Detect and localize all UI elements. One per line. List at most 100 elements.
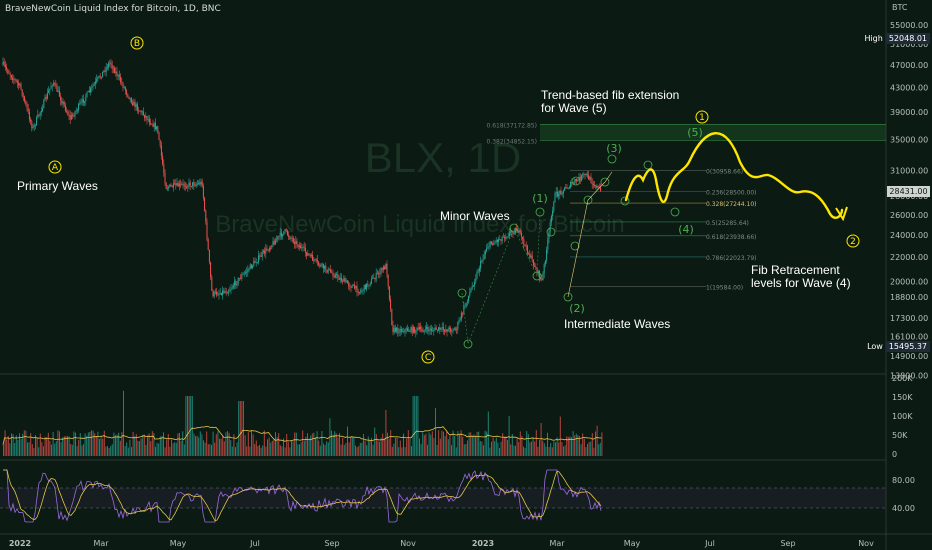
candle-body [24, 96, 26, 102]
candle-body [236, 283, 238, 286]
candle-body [111, 64, 113, 69]
volume-bar [444, 435, 446, 456]
candle-body [180, 183, 182, 185]
time-tick-label: Mar [549, 539, 565, 548]
candle-body [336, 274, 338, 275]
int-wave-5: (5) [687, 126, 703, 139]
volume-bar [417, 396, 419, 456]
volume-bar [118, 432, 120, 456]
candle-body [429, 328, 431, 330]
price-tick-label: 17300.00 [890, 314, 928, 323]
volume-bar [33, 447, 35, 456]
int-wave-3: (3) [606, 142, 622, 155]
int-wave-1: (1) [532, 192, 548, 205]
volume-bar [567, 436, 569, 456]
watermark-name: BraveNewCoin Liquid Index for Bitcoin [215, 211, 625, 238]
volume-bar [185, 396, 187, 456]
candle-body [130, 97, 132, 104]
candle-body [219, 292, 221, 294]
volume-bar [601, 432, 603, 456]
volume-tick-label: 150K [892, 393, 913, 402]
candle-body [244, 272, 246, 274]
wave-b-marker [130, 36, 144, 50]
candle-body [363, 284, 365, 291]
candle-body [594, 185, 596, 186]
candle-body [414, 327, 416, 333]
time-tick-label: Sep [780, 539, 795, 548]
candle-body [397, 327, 399, 333]
volume-bar [529, 442, 531, 456]
volume-bar [198, 437, 200, 456]
volume-bar [398, 447, 400, 456]
candle-body [84, 101, 86, 103]
candle-body [380, 268, 382, 274]
candle-body [26, 104, 28, 109]
candle-body [262, 250, 264, 253]
candle-body [574, 179, 576, 181]
volume-bar [423, 435, 425, 456]
candle-body [284, 229, 286, 232]
volume-bar [539, 439, 540, 456]
volume-bar [75, 432, 76, 456]
candle-body [517, 230, 519, 233]
candle-body [134, 101, 136, 108]
volume-bar [39, 433, 41, 456]
candle-body [28, 111, 30, 120]
volume-bar [132, 431, 134, 456]
candle-body [534, 265, 536, 267]
volume-bar [158, 443, 160, 456]
volume-bar [89, 431, 91, 456]
candle-body [190, 186, 192, 187]
candle-body [600, 187, 602, 191]
volume-bar [235, 447, 236, 456]
volume-bar [297, 444, 299, 456]
candle-body [253, 261, 255, 266]
candle-body [7, 69, 9, 73]
candle-body [469, 292, 471, 296]
candle-body [570, 181, 572, 188]
candle-body [332, 273, 334, 277]
candle-body [344, 278, 346, 282]
volume-bar [291, 440, 292, 456]
volume-bar [286, 433, 288, 456]
candle-body [109, 62, 111, 64]
volume-bar [511, 433, 513, 456]
volume-bar [150, 441, 152, 456]
candle-body [403, 331, 405, 333]
volume-bar [519, 431, 521, 456]
candle-body [49, 88, 51, 91]
int-wave-2: (2) [569, 302, 585, 315]
volume-bar [99, 438, 100, 456]
candle-body [446, 329, 448, 332]
volume-bar [473, 434, 475, 456]
volume-bar [161, 435, 163, 456]
candle-body [81, 99, 83, 102]
candle-body [525, 245, 527, 246]
volume-bar [126, 442, 128, 456]
candle-body [454, 328, 456, 330]
volume-bar [558, 442, 560, 456]
volume-bar [523, 446, 524, 456]
candle-body [80, 101, 82, 104]
candle-body [196, 183, 198, 185]
volume-bar [451, 445, 452, 456]
volume-bar [52, 431, 54, 456]
volume-bar [127, 447, 129, 456]
candle-body [100, 77, 102, 78]
volume-bar [515, 445, 516, 456]
volume-bar [462, 436, 464, 456]
volume-bar [513, 445, 515, 456]
minor-wave-marker [509, 223, 519, 233]
minor-waves-annotation: Minor Waves [440, 209, 510, 223]
candle-body [64, 105, 66, 111]
candle-body [378, 272, 380, 274]
candle-body [140, 110, 142, 113]
minor-wave-marker [571, 176, 581, 186]
candle-body [315, 259, 317, 261]
volume-bar [68, 436, 70, 456]
candle-body [228, 291, 230, 294]
volume-bar [60, 442, 62, 456]
candle-body [475, 278, 477, 282]
candle-body [247, 269, 249, 272]
